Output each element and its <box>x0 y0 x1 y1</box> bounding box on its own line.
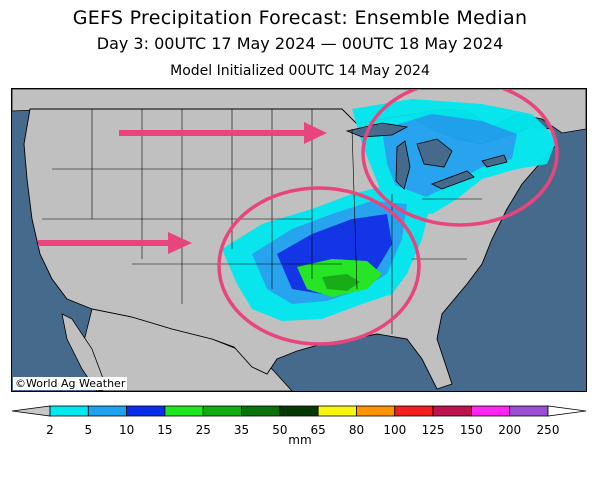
legend-swatch <box>394 405 434 417</box>
legend-tick-label: 200 <box>498 423 521 437</box>
legend-tick-label: 5 <box>84 423 92 437</box>
legend-tick-label: 10 <box>119 423 134 437</box>
legend-swatch <box>126 405 166 417</box>
baja-land <box>61 313 108 391</box>
precip-plains-dkgreen <box>322 274 360 291</box>
legend-tick-label: 15 <box>157 423 172 437</box>
legend-units: mm <box>288 433 312 447</box>
credit-label: ©World Ag Weather <box>13 377 128 390</box>
legend-bar: 2 5 10 15 25 35 50 65 80 100 125 150 200 250 <box>11 405 587 437</box>
legend-tick-label: 100 <box>383 423 406 437</box>
precip-map: ©World Ag Weather <box>11 88 587 392</box>
map-title: GEFS Precipitation Forecast: Ensemble Me… <box>72 7 528 29</box>
legend-swatch <box>164 405 204 417</box>
legend-swatch <box>202 405 242 417</box>
legend-swatch <box>241 405 281 417</box>
legend-swatch <box>317 405 357 417</box>
legend-tick-label: 65 <box>311 423 326 437</box>
annotation-arrow-north <box>119 122 327 144</box>
legend-tick-label: 2 <box>46 423 54 437</box>
legend-tick-label: 25 <box>196 423 211 437</box>
model-init-time: Model Initialized 00UTC 14 May 2024 <box>170 63 430 79</box>
legend-tick-label: 125 <box>422 423 445 437</box>
color-legend: 2 5 10 15 25 35 50 65 80 100 125 150 200 250 <box>0 396 600 456</box>
legend-tick-label: 35 <box>234 423 249 437</box>
annotation-arrow-south <box>38 232 192 254</box>
legend-above-triangle <box>547 405 587 417</box>
annotation-circle-great-lakes <box>361 89 559 227</box>
legend-swatch <box>356 405 396 417</box>
legend-tick-label: 80 <box>349 423 364 437</box>
legend-below-triangle <box>11 405 51 417</box>
legend-tick-label: 250 <box>537 423 560 437</box>
great-lakes <box>345 122 508 190</box>
legend-swatch <box>87 405 128 417</box>
legend-tick-label: 150 <box>460 423 483 437</box>
legend-swatch <box>432 405 472 417</box>
forecast-period: Day 3: 00UTC 17 May 2024 — 00UTC 18 May … <box>96 34 504 53</box>
annotation-circle-southern-plains <box>217 186 421 346</box>
legend-swatch <box>470 405 511 417</box>
legend-swatch <box>509 405 549 417</box>
legend-swatch <box>49 405 89 417</box>
legend-tick-label: 50 <box>272 423 287 437</box>
legend-swatch <box>279 405 319 417</box>
